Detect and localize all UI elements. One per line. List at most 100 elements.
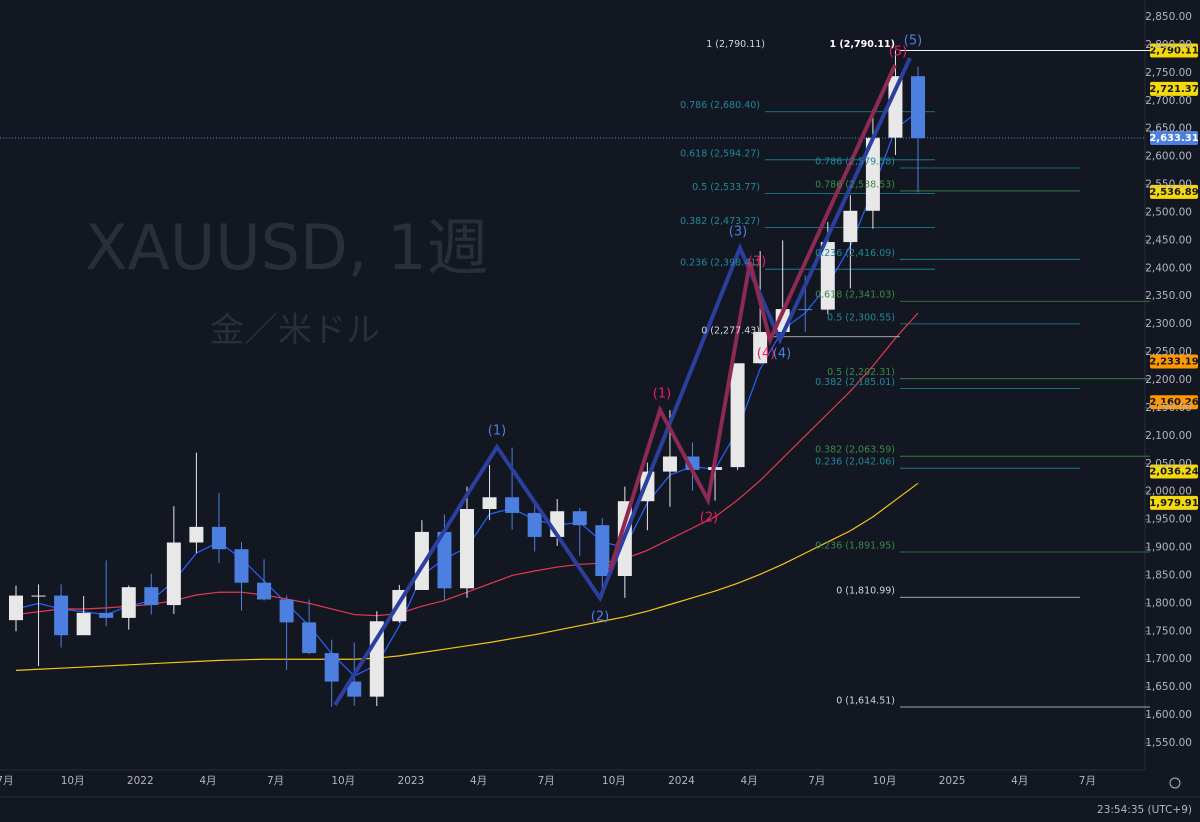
y-tick-label: 2,450.00 xyxy=(1145,234,1192,246)
red-wave-label: (1) xyxy=(653,387,671,402)
candle-body xyxy=(234,549,249,583)
y-tick-label: 2,850.00 xyxy=(1145,11,1192,23)
blue-wave-path xyxy=(333,57,912,707)
y-tick-label: 2,000.00 xyxy=(1145,486,1192,498)
x-tick-label: 2025 xyxy=(939,775,966,787)
candle-body xyxy=(302,622,317,654)
red-wave-path xyxy=(608,64,897,571)
candle-body xyxy=(121,587,136,618)
fib-label: 0.236 (2,398.41) xyxy=(680,258,760,269)
candle-body xyxy=(324,653,339,682)
candle-body xyxy=(753,331,768,364)
red-wave-label: (5) xyxy=(889,45,907,60)
watermark-title: XAUUSD, 1週 xyxy=(85,211,489,284)
y-tick-label: 2,200.00 xyxy=(1145,374,1192,386)
y-tick-label: 2,700.00 xyxy=(1145,95,1192,107)
x-tick-label: 2024 xyxy=(668,775,695,787)
x-tick-label: 10月 xyxy=(873,775,897,787)
fib-label: 0.382 (2,063.59) xyxy=(815,445,895,456)
fib-label: 0.382 (2,473.27) xyxy=(680,216,760,227)
candle-body xyxy=(730,363,745,468)
price-badge-label: 2,721.37 xyxy=(1149,84,1198,95)
fib-label: 0.382 (2,185.01) xyxy=(815,377,895,388)
candle-body xyxy=(888,76,903,138)
x-tick-label: 4月 xyxy=(1011,775,1028,787)
x-tick-label: 7月 xyxy=(1079,775,1096,787)
y-tick-label: 2,500.00 xyxy=(1145,206,1192,218)
candle-body xyxy=(166,542,181,606)
price-badge xyxy=(1150,184,1198,199)
blue-wave-label: (5) xyxy=(904,34,922,49)
price-badge-label: 2,160.26 xyxy=(1149,397,1198,408)
fib-label: 0 (2,277.43) xyxy=(701,325,760,336)
candle-body xyxy=(189,526,204,543)
price-badge xyxy=(1150,395,1198,410)
candle-body xyxy=(437,531,452,589)
price-badge-label: 2,536.89 xyxy=(1149,187,1198,198)
fib-label: 0.786 (2,579.58) xyxy=(815,157,895,168)
candle-body xyxy=(9,595,23,621)
fib-label: 0.786 (2,538.53) xyxy=(815,179,895,190)
y-tick-label: 1,750.00 xyxy=(1145,625,1192,637)
fib-label: 1 (2,790.11) xyxy=(706,39,765,50)
fib-label: 1 (2,790.11) xyxy=(830,39,895,50)
y-tick-label: 1,850.00 xyxy=(1145,569,1192,581)
y-tick-label: 1,900.00 xyxy=(1145,542,1192,554)
blue-wave-label: (3) xyxy=(729,225,747,240)
candle-body xyxy=(865,137,880,211)
candle-body xyxy=(279,599,294,623)
candle-body xyxy=(460,509,474,589)
fib-label: 0.786 (2,680.40) xyxy=(680,100,760,111)
candle-body xyxy=(482,497,497,510)
y-tick-label: 1,600.00 xyxy=(1145,709,1192,721)
x-tick-label: 10月 xyxy=(602,775,626,787)
fib-label: 0.5 (2,202.31) xyxy=(827,367,895,378)
candle-body xyxy=(595,525,610,577)
x-tick-label: 7月 xyxy=(267,775,284,787)
candle-body xyxy=(572,511,587,526)
timestamp: 23:54:35 (UTC+9) xyxy=(1097,804,1192,816)
blue-wave-label: (4) xyxy=(773,347,791,362)
candle-body xyxy=(662,456,677,472)
y-tick-label: 2,750.00 xyxy=(1145,67,1192,79)
y-tick-label: 2,250.00 xyxy=(1145,346,1192,358)
plot-area xyxy=(0,16,1150,744)
fib-label: 0.618 (2,341.03) xyxy=(815,290,895,301)
price-badge-label: 2,790.11 xyxy=(1149,45,1198,56)
fib-label: 0 (1,614.51) xyxy=(836,695,895,706)
x-tick-label: 2023 xyxy=(398,775,425,787)
candle-body xyxy=(527,512,542,537)
candle-body xyxy=(347,681,362,697)
price-badge xyxy=(1150,43,1198,58)
red-wave-label: (3) xyxy=(748,255,766,270)
candle-body xyxy=(144,587,159,606)
candle-body xyxy=(820,242,835,310)
y-tick-label: 1,950.00 xyxy=(1145,514,1192,526)
candle-body xyxy=(54,595,69,636)
candle-body xyxy=(31,595,46,597)
y-tick-label: 2,600.00 xyxy=(1145,151,1192,163)
blue-wave-label: (2) xyxy=(591,610,609,625)
candle-body xyxy=(911,76,925,139)
moving-average xyxy=(15,482,919,671)
y-tick-label: 2,350.00 xyxy=(1145,290,1192,302)
fib-label: 0.5 (2,300.55) xyxy=(827,312,895,323)
price-badge-label: 2,233.19 xyxy=(1149,356,1198,367)
x-tick-label: 10月 xyxy=(61,775,85,787)
y-tick-label: 2,050.00 xyxy=(1145,458,1192,470)
y-tick-label: 2,100.00 xyxy=(1145,430,1192,442)
settings-icon[interactable] xyxy=(1169,777,1181,789)
y-tick-label: 2,400.00 xyxy=(1145,262,1192,274)
red-wave-label: (2) xyxy=(700,511,718,526)
price-badge xyxy=(1150,464,1198,479)
x-tick-label: 7月 xyxy=(0,775,14,787)
candle-body xyxy=(76,612,91,636)
x-tick-label: 2022 xyxy=(127,775,154,787)
fib-label: 0.618 (2,594.27) xyxy=(680,148,760,159)
x-tick-label: 10月 xyxy=(331,775,355,787)
candle-body xyxy=(505,497,520,513)
y-tick-label: 2,150.00 xyxy=(1145,402,1192,414)
y-tick-label: 1,650.00 xyxy=(1145,681,1192,693)
y-tick-label: 1,700.00 xyxy=(1145,653,1192,665)
